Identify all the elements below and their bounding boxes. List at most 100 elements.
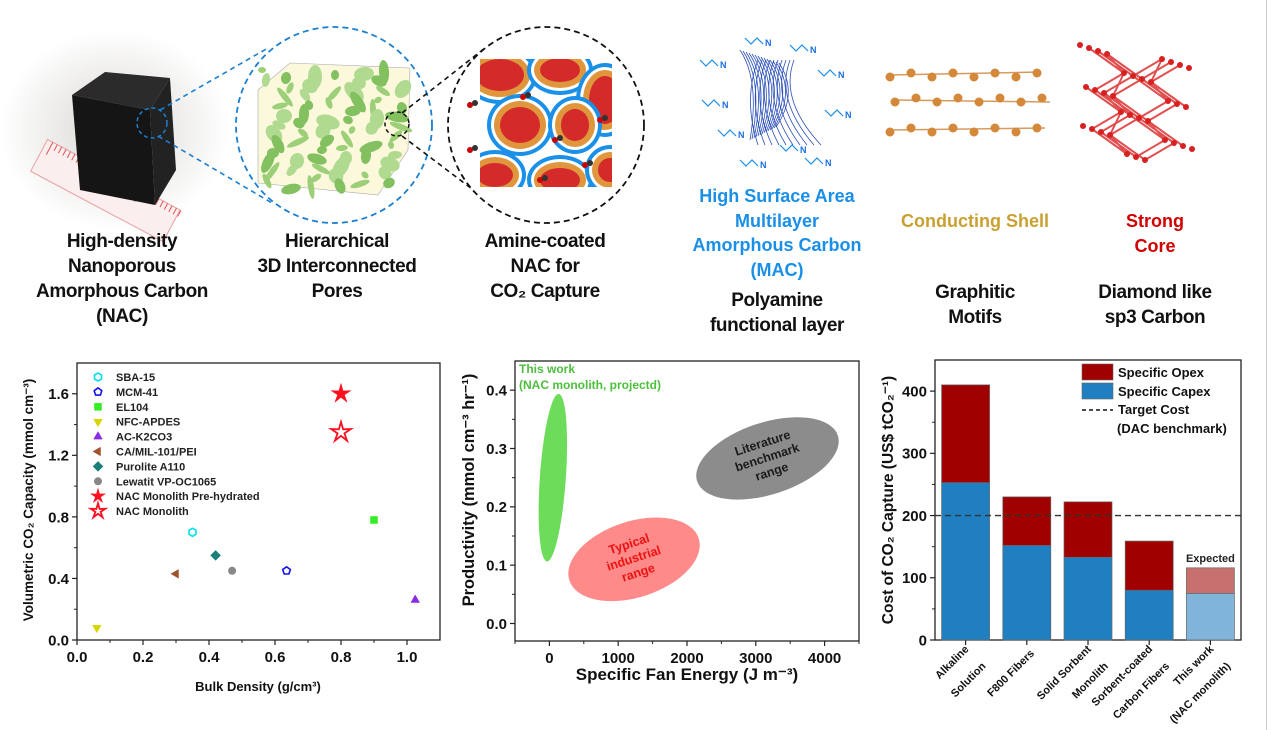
atom [969, 127, 979, 137]
bond [1106, 53, 1125, 74]
caption-line: Amine-coated [484, 231, 606, 252]
marker-star [89, 487, 107, 504]
caption-line: 3D Interconnected [257, 256, 417, 277]
atom [906, 123, 916, 133]
category-label-line: (NAC monolith) [1168, 660, 1234, 726]
nitrogen-label: N [720, 60, 727, 70]
region-ellipse [568, 517, 700, 602]
bond [1088, 47, 1125, 74]
marker-triangle-left [92, 446, 101, 457]
marker-diamond [210, 550, 221, 561]
caption-line: Core [1134, 236, 1176, 256]
legend-item: SBA-15 [93, 372, 155, 384]
atom [1136, 115, 1142, 121]
pore-blob [277, 87, 293, 107]
nitrogen-label: N [810, 45, 817, 55]
legend-item: NFC-APDES [93, 417, 180, 429]
atom [1142, 157, 1148, 163]
bond [1112, 95, 1131, 116]
pore-blob [297, 128, 309, 138]
atom [906, 68, 916, 78]
marker-triangle-up [410, 594, 421, 603]
bar-specific-opex [1063, 501, 1113, 558]
marker-triangle-up [93, 431, 103, 440]
caption-line: sp3 Carbon [1104, 307, 1206, 328]
zoom-circle [384, 111, 410, 137]
atom [995, 93, 1005, 103]
atom [1139, 76, 1145, 82]
atom [948, 123, 958, 133]
pore-blob [359, 140, 383, 154]
marker-pentagon-open [93, 386, 103, 396]
mac-strand [745, 51, 759, 139]
productivity-chart: 0 1000 2000 3000 4000 0.0 0.1 0.2 0.3 0.4 Specific… [460, 360, 860, 684]
pore-blob [307, 153, 327, 165]
bar-specific-capex [1063, 556, 1113, 641]
caption-mac: High Surface Area Multilayer Amorphous C… [667, 184, 887, 282]
pore-blob [388, 150, 402, 160]
caption-line: Motifs [948, 307, 1002, 328]
atom [1121, 70, 1127, 76]
atom [990, 68, 1000, 78]
bond [1135, 139, 1166, 158]
bar-specific-capex [1124, 589, 1174, 641]
pore-blob [341, 130, 353, 148]
bond [1091, 111, 1122, 130]
bar-specific-opex [1002, 496, 1052, 546]
pore-blob [376, 85, 390, 97]
atom [1011, 127, 1021, 137]
bar-specific-opex [1124, 540, 1174, 591]
pore-blob [310, 173, 322, 183]
bond [1085, 86, 1122, 113]
plot-frame [76, 362, 441, 641]
co2-molecule [467, 147, 473, 153]
cost-chart: 0 100 200 300 400 Cost of CO₂ Capture (US$ tC… [880, 359, 1242, 726]
pore-blob [286, 136, 310, 148]
y-tick-label: 0.0 [48, 632, 69, 649]
legend-label: NAC Monolith Pre-hydrated [116, 491, 260, 503]
bond [1112, 95, 1149, 122]
pore-blob [289, 153, 305, 169]
atom [1098, 129, 1104, 135]
pore-blob [374, 96, 382, 104]
atom [1177, 62, 1183, 68]
x-tick-label: 0 [545, 650, 553, 667]
bond [889, 127, 1046, 131]
pore-blob [336, 144, 348, 152]
region-ellipse [696, 417, 839, 500]
caption-pores: Hierarchical 3D Interconnected Pores [237, 229, 437, 304]
bond [1147, 120, 1184, 147]
mac-strand [751, 53, 765, 137]
atom [1171, 140, 1177, 146]
caption-diamond: Diamond like sp3 Carbon [1070, 280, 1240, 330]
nitrogen-label: N [825, 158, 832, 168]
pore-blob [343, 115, 353, 125]
atom [1127, 112, 1133, 118]
core [500, 107, 540, 143]
nitrogen-label: N [845, 110, 852, 120]
x-tick-label: 0.0 [67, 649, 88, 666]
co2-molecule [472, 145, 478, 151]
legend-label: SBA-15 [116, 372, 155, 384]
atom [969, 72, 979, 82]
bond [1144, 142, 1175, 161]
atom [1186, 65, 1192, 71]
atom [1183, 104, 1189, 110]
mac-strand [748, 52, 762, 138]
atom [927, 127, 937, 137]
atom [1089, 126, 1095, 132]
cube-front [72, 95, 155, 205]
marker-star-open [87, 500, 109, 521]
atom [1174, 101, 1180, 107]
bar-specific-capex [1002, 545, 1052, 641]
co2-molecule [525, 92, 531, 98]
atom [1032, 123, 1042, 133]
ruler-tick [159, 200, 164, 208]
amine-pattern [480, 59, 612, 187]
ruler-tick [45, 142, 54, 155]
caption-line: (NAC) [96, 306, 148, 327]
caption-line: Amorphous Carbon [36, 281, 208, 302]
